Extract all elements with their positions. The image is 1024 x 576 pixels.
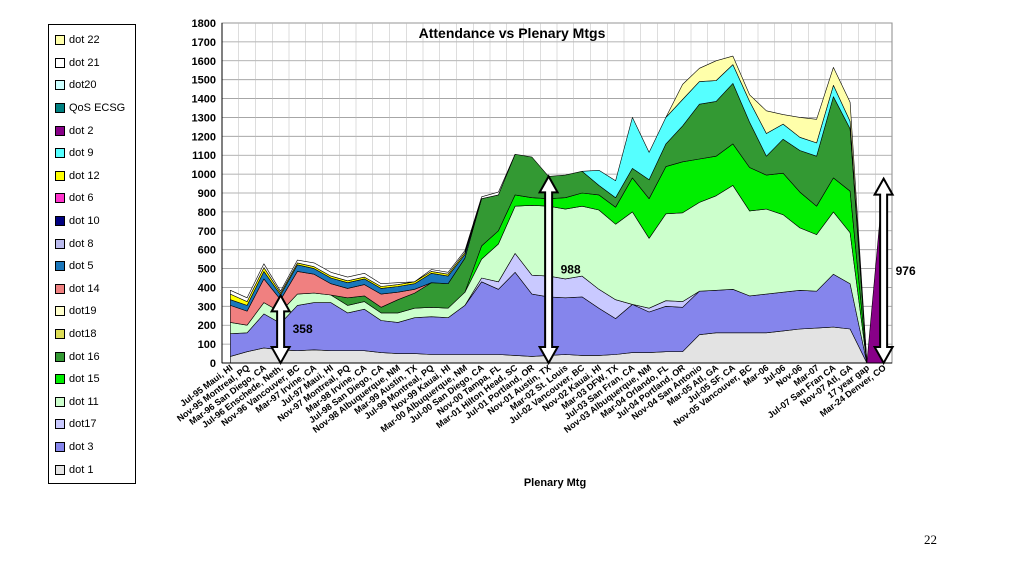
y-tick-label: 600 xyxy=(198,245,216,257)
legend-item: dot 11 xyxy=(49,391,135,414)
legend-label: dot 9 xyxy=(69,147,94,160)
legend-swatch xyxy=(55,351,65,362)
legend-label: dot 1 xyxy=(69,463,94,476)
y-tick-label: 1400 xyxy=(192,94,216,106)
legend-item: dot 8 xyxy=(49,232,135,255)
legend-label: dot 8 xyxy=(69,237,94,250)
legend-item: dot19 xyxy=(49,300,135,323)
page-number: 22 xyxy=(924,532,937,547)
legend-label: dot 12 xyxy=(69,169,100,182)
annotations: 358 988 976 xyxy=(269,174,916,366)
legend-label: dot17 xyxy=(69,418,97,431)
y-tick-label: 400 xyxy=(198,282,216,294)
y-tick-label: 1600 xyxy=(192,56,216,68)
legend-label: dot 16 xyxy=(69,350,100,363)
legend-swatch xyxy=(55,103,65,114)
legend-item: dot20 xyxy=(49,74,135,97)
legend-label: dot 10 xyxy=(69,215,100,228)
annotation-arrow xyxy=(872,176,895,366)
y-tick-label: 1300 xyxy=(192,112,216,124)
legend-label: dot 6 xyxy=(69,192,94,205)
legend-label: dot 5 xyxy=(69,260,94,273)
legend-item: dot 16 xyxy=(49,345,135,368)
legend-item: dot 2 xyxy=(49,119,135,142)
legend-label: dot20 xyxy=(69,79,97,92)
y-tick-label: 0 xyxy=(210,358,216,370)
legend-label: QoS ECSG xyxy=(69,102,126,115)
legend-swatch xyxy=(55,441,65,452)
legend-item: dot 12 xyxy=(49,165,135,188)
legend-item: dot 10 xyxy=(49,210,135,233)
legend-swatch xyxy=(55,125,65,136)
y-tick-label: 1000 xyxy=(192,169,216,181)
legend-label: dot 2 xyxy=(69,124,94,137)
legend-swatch xyxy=(55,238,65,249)
legend-item: QoS ECSG xyxy=(49,97,135,120)
legend-item: dot 22 xyxy=(49,29,135,52)
legend-item: dot17 xyxy=(49,413,135,436)
legend-label: dot19 xyxy=(69,305,97,318)
y-tick-label: 1200 xyxy=(192,131,216,143)
legend-swatch xyxy=(55,329,65,340)
y-tick-label: 1800 xyxy=(192,18,216,30)
legend-item: dot 1 xyxy=(49,458,135,481)
legend-swatch xyxy=(55,306,65,317)
legend-swatch xyxy=(55,80,65,91)
annotation-arrow xyxy=(269,293,292,366)
annotation-arrow xyxy=(537,174,560,366)
legend-item: dot 14 xyxy=(49,278,135,301)
legend-swatch xyxy=(55,35,65,46)
y-tick-label: 1100 xyxy=(192,150,216,162)
y-tick-label: 500 xyxy=(198,264,216,276)
legend-swatch xyxy=(55,396,65,407)
legend-swatch xyxy=(55,216,65,227)
legend-label: dot 14 xyxy=(69,282,100,295)
legend-swatch xyxy=(55,464,65,475)
legend-label: dot 21 xyxy=(69,56,100,69)
annotation-label: 976 xyxy=(896,264,916,278)
legend-label: dot18 xyxy=(69,328,97,341)
legend-label: dot 15 xyxy=(69,373,100,386)
legend-item: dot 9 xyxy=(49,142,135,165)
legend-swatch xyxy=(55,283,65,294)
legend-swatch xyxy=(55,193,65,204)
legend-swatch xyxy=(55,170,65,181)
y-tick-label: 900 xyxy=(198,188,216,200)
area-dot-21 xyxy=(230,154,516,302)
legend-swatch xyxy=(55,419,65,430)
y-tick-label: 300 xyxy=(198,301,216,313)
legend-swatch xyxy=(55,261,65,272)
legend-item: dot 5 xyxy=(49,255,135,278)
legend-item: dot 15 xyxy=(49,368,135,391)
chart-title: Attendance vs Plenary Mtgs xyxy=(419,25,606,41)
y-tick-label: 1700 xyxy=(192,37,216,49)
legend-item: dot 21 xyxy=(49,52,135,75)
legend-item: dot18 xyxy=(49,323,135,346)
y-tick-label: 200 xyxy=(198,320,216,332)
annotation-label: 988 xyxy=(561,263,581,277)
chart-legend: dot 22 dot 21 dot20 QoS ECSG dot 2 dot 9 dot 1… xyxy=(48,24,136,484)
legend-swatch xyxy=(55,374,65,385)
legend-label: dot 11 xyxy=(69,395,99,408)
legend-item: dot 6 xyxy=(49,187,135,210)
y-tick-label: 800 xyxy=(198,207,216,219)
legend-swatch xyxy=(55,57,65,68)
legend-item: dot 3 xyxy=(49,436,135,459)
legend-label: dot 22 xyxy=(69,34,100,47)
legend-label: dot 3 xyxy=(69,440,94,453)
y-tick-label: 100 xyxy=(198,339,216,351)
y-tick-label: 1500 xyxy=(192,75,216,87)
annotation-label: 358 xyxy=(293,322,313,336)
legend-swatch xyxy=(55,148,65,159)
x-axis-label: Plenary Mtg xyxy=(524,477,586,489)
y-tick-label: 700 xyxy=(198,226,216,238)
